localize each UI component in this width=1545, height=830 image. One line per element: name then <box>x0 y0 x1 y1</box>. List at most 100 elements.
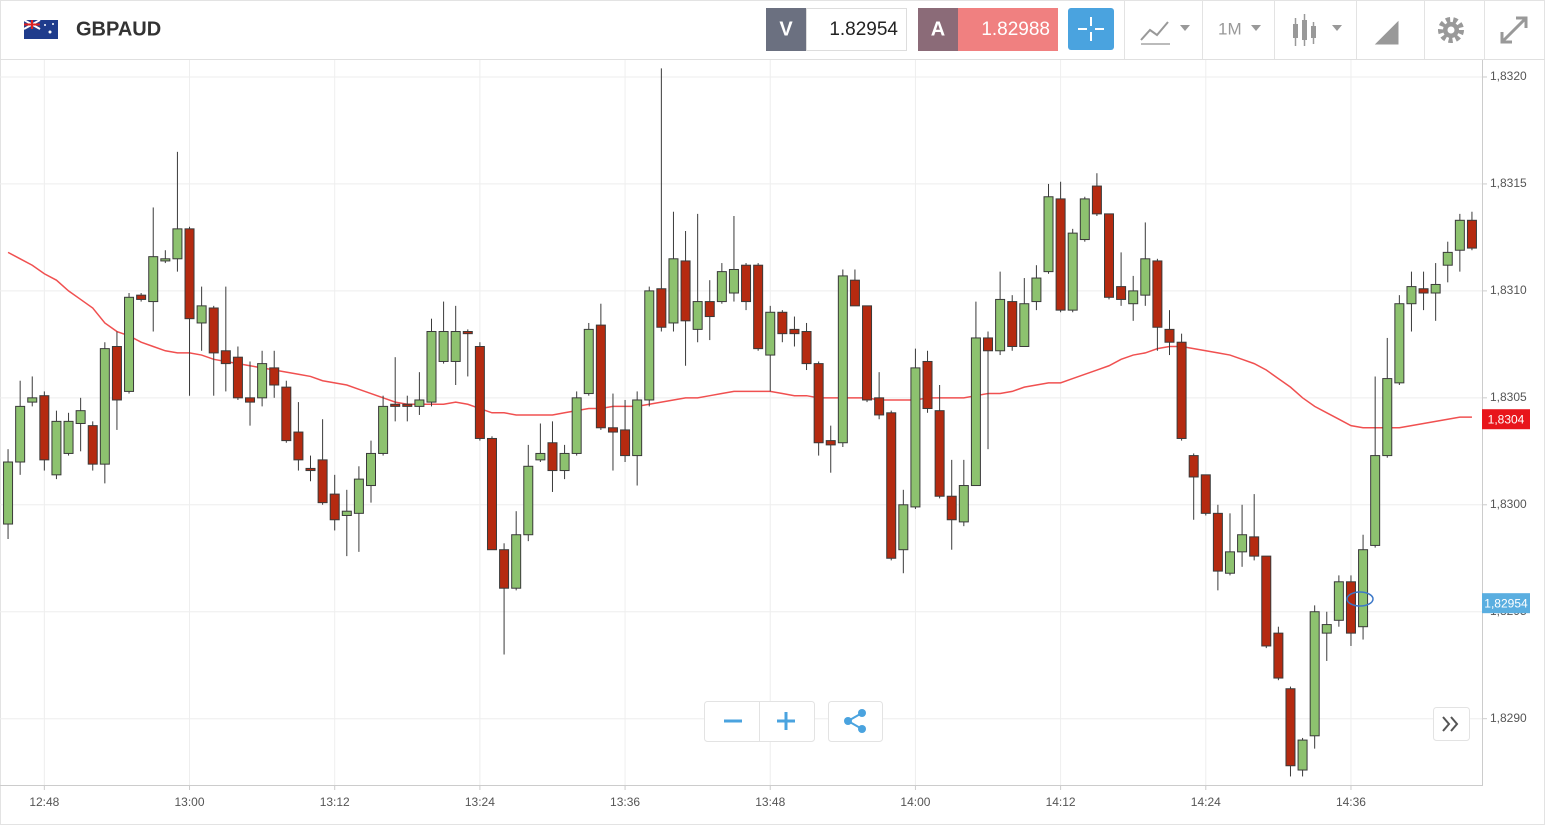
candle-body-down <box>1152 260 1163 328</box>
crosshair-icon <box>1078 17 1104 41</box>
ask-button[interactable] <box>918 8 958 51</box>
moving-average-layer <box>7 251 1472 429</box>
timeframe-caret <box>1251 25 1261 31</box>
candle-body-up <box>1430 283 1441 294</box>
candle-body-down <box>1200 474 1211 514</box>
candle-body-up <box>1140 258 1151 296</box>
candle-body-up <box>450 331 461 362</box>
candle-body-down <box>281 386 292 442</box>
bid-box[interactable] <box>806 8 907 51</box>
candle-body-down <box>245 397 256 403</box>
y-tick-label: 1,8305 <box>1490 390 1527 404</box>
ma-price-box <box>1482 409 1530 430</box>
candle-body-up <box>1358 549 1369 628</box>
candle-body-down <box>934 410 945 497</box>
candle-body-down <box>1273 632 1284 679</box>
bid-button[interactable] <box>766 8 806 51</box>
x-tick-label: 13:00 <box>175 795 205 809</box>
x-tick-label: 13:12 <box>320 795 350 809</box>
y-tick-label: 1,8300 <box>1490 497 1527 511</box>
settings-button[interactable] <box>1438 17 1464 43</box>
candle-body-down <box>1188 455 1199 478</box>
candle-body-down <box>656 288 667 328</box>
candle-body-up <box>1454 219 1465 251</box>
candle-body-down <box>1249 536 1260 557</box>
zoom-in-button[interactable] <box>777 712 795 730</box>
last-price-label: 1,82954 <box>1484 596 1528 610</box>
candle-body-up <box>1321 624 1332 634</box>
bid-price: 1.82954 <box>829 19 898 40</box>
candle-body-down <box>1345 581 1356 634</box>
crosshair-button[interactable] <box>1068 8 1114 50</box>
x-tick-label: 14:36 <box>1336 795 1366 809</box>
candles <box>3 68 1477 777</box>
timeframe[interactable]: 1M <box>1218 19 1242 38</box>
axis-labels: 1,82901,82951,83001,83051,83101,83151,83… <box>29 69 1530 809</box>
x-tick-label: 14:00 <box>900 795 930 809</box>
candle-body-up <box>910 367 921 508</box>
candle-body-down <box>886 412 897 559</box>
candle-body-down <box>293 431 304 461</box>
candle-body-down <box>1261 555 1272 647</box>
candle-body-up <box>571 397 582 454</box>
candle-body-up <box>63 420 74 454</box>
candle-body-up <box>148 256 159 303</box>
candle-body-down <box>269 367 280 386</box>
candle-body-down <box>1116 286 1127 300</box>
scroll-end-button[interactable] <box>1433 707 1470 741</box>
fullscreen-button[interactable] <box>1500 16 1528 44</box>
candle-body-down <box>305 467 316 472</box>
cursor-marker <box>1346 591 1374 607</box>
candle-body-up <box>1067 232 1078 311</box>
candle-body-down <box>39 395 50 461</box>
candle-body-up <box>257 363 268 399</box>
candle-body-up <box>765 311 776 356</box>
drawing-button[interactable] <box>1374 20 1399 45</box>
candle-body-up <box>196 305 207 324</box>
candle-body-up <box>1237 534 1248 553</box>
candle-body-up <box>1370 455 1381 546</box>
candle-body-up <box>692 301 703 330</box>
candle-body-up <box>1394 303 1405 384</box>
y-tick-label: 1,8320 <box>1490 69 1527 83</box>
candle-body-down <box>983 337 994 352</box>
candle-body-up <box>511 534 522 589</box>
candle-body-down <box>607 427 618 433</box>
candle-body-down <box>208 307 219 354</box>
candle-body-up <box>1406 286 1417 305</box>
candle-body-up <box>414 399 425 407</box>
candle-body-down <box>184 228 195 320</box>
candle-body-down <box>1164 328 1175 343</box>
x-tick-label: 12:48 <box>29 795 59 809</box>
candle-body-down <box>1176 341 1187 439</box>
indicator-button[interactable] <box>1140 21 1190 45</box>
candle-body-up <box>837 275 848 444</box>
candle-body-up <box>583 328 594 395</box>
candle-body-down <box>1104 213 1114 298</box>
candle-body-up <box>1031 277 1042 303</box>
chart-type-button[interactable] <box>1293 14 1342 46</box>
last-price-box <box>1482 593 1530 614</box>
moving-average <box>7 251 1472 429</box>
candle-body-up <box>728 268 739 294</box>
candle-body-down <box>232 356 243 399</box>
ask-box[interactable] <box>958 8 1058 51</box>
candle-body-up <box>632 399 643 457</box>
candle-body-down <box>789 328 800 335</box>
candle-body-up <box>353 478 364 514</box>
flag <box>23 19 58 39</box>
candle-body-up <box>378 405 389 454</box>
candle-body-down <box>801 331 812 365</box>
y-tick-label: 1,8310 <box>1490 283 1527 297</box>
zoom-controls <box>704 701 883 742</box>
share-button[interactable] <box>828 701 883 742</box>
candle-body-down <box>1285 688 1296 767</box>
bid-label: V <box>779 18 793 40</box>
candle-body-down <box>499 549 510 589</box>
candle-body-up <box>341 510 352 516</box>
candle-body-down <box>849 279 860 307</box>
candle-body-down <box>486 437 497 551</box>
scroll-end-icon <box>1442 716 1459 732</box>
candle-body-down <box>317 459 328 504</box>
